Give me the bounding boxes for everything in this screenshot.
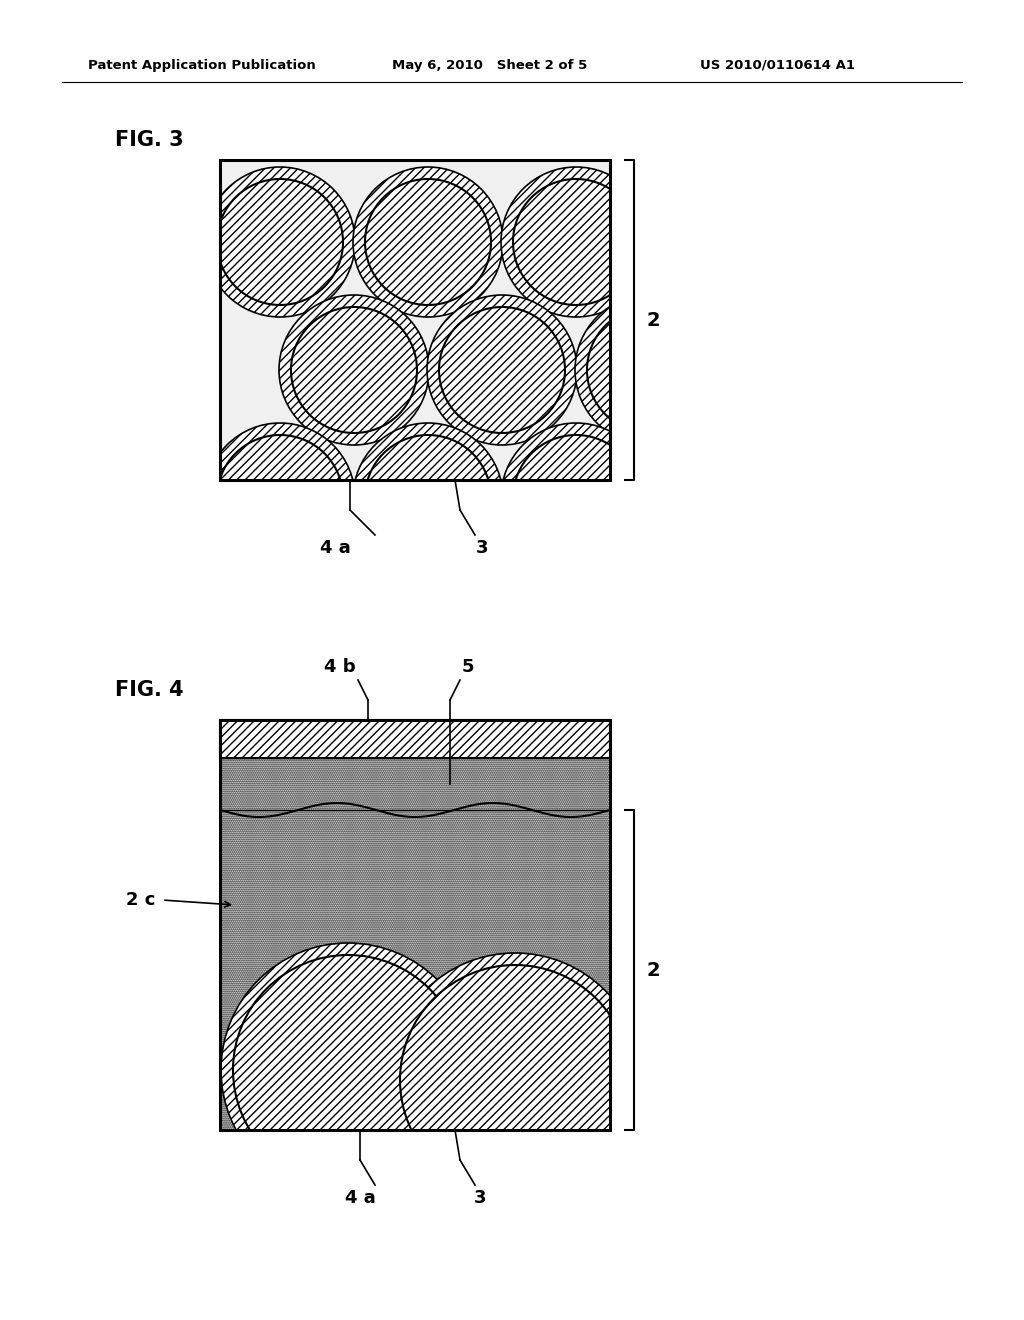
Circle shape	[279, 294, 429, 445]
Text: 3: 3	[476, 539, 488, 557]
Text: 3: 3	[474, 1189, 486, 1206]
Bar	[220, 719, 610, 758]
Text: 5: 5	[462, 657, 474, 676]
Bar	[220, 160, 610, 480]
Circle shape	[221, 942, 475, 1197]
Circle shape	[587, 308, 713, 433]
Circle shape	[388, 953, 642, 1206]
Circle shape	[205, 422, 355, 573]
Circle shape	[513, 436, 639, 561]
Circle shape	[233, 954, 463, 1185]
Bar	[220, 160, 610, 480]
Bar	[220, 758, 610, 810]
Text: Patent Application Publication: Patent Application Publication	[88, 58, 315, 71]
Circle shape	[575, 294, 725, 445]
Circle shape	[513, 180, 639, 305]
Circle shape	[501, 422, 651, 573]
Text: FIG. 3: FIG. 3	[115, 129, 183, 150]
Circle shape	[400, 965, 630, 1195]
Bar	[220, 160, 610, 480]
Circle shape	[217, 436, 343, 561]
Bar	[220, 810, 610, 1130]
Text: 4 b: 4 b	[325, 657, 355, 676]
Circle shape	[439, 308, 565, 433]
Text: 2: 2	[646, 310, 659, 330]
Circle shape	[353, 168, 503, 317]
Text: US 2010/0110614 A1: US 2010/0110614 A1	[700, 58, 855, 71]
Text: 4 a: 4 a	[319, 539, 350, 557]
Circle shape	[353, 422, 503, 573]
Circle shape	[365, 180, 490, 305]
Circle shape	[427, 294, 577, 445]
Text: 2 c: 2 c	[126, 891, 155, 909]
Text: 2: 2	[646, 961, 659, 979]
Text: FIG. 4: FIG. 4	[115, 680, 183, 700]
Circle shape	[501, 168, 651, 317]
Circle shape	[291, 308, 417, 433]
Bar	[220, 719, 610, 1130]
Circle shape	[217, 180, 343, 305]
Circle shape	[205, 168, 355, 317]
Circle shape	[365, 436, 490, 561]
Text: 4 a: 4 a	[345, 1189, 376, 1206]
Text: May 6, 2010   Sheet 2 of 5: May 6, 2010 Sheet 2 of 5	[392, 58, 587, 71]
